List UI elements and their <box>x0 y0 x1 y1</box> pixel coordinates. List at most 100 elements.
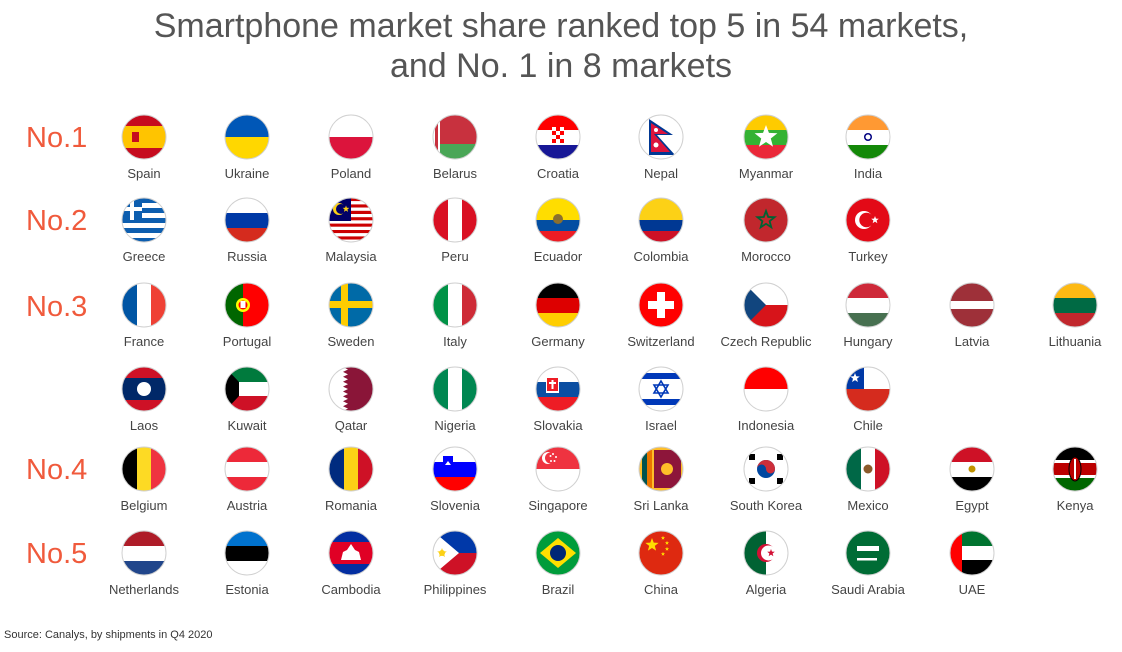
estonia-flag-icon <box>224 530 270 576</box>
market-name: Egypt <box>955 498 989 513</box>
market-slovenia: Slovenia <box>385 446 525 513</box>
market-name: Peru <box>441 249 469 264</box>
indonesia-flag-icon <box>743 366 789 412</box>
market-kenya: Kenya <box>1005 446 1122 513</box>
market-austria: Austria <box>177 446 317 513</box>
nepal-flag-icon <box>638 114 684 160</box>
market-name: France <box>123 334 165 349</box>
kenya-flag-icon <box>1052 446 1098 492</box>
laos-flag-icon <box>121 366 167 412</box>
ecuador-flag-icon <box>535 197 581 243</box>
market-name: Portugal <box>222 334 272 349</box>
market-name: Chile <box>853 418 883 433</box>
market-name: Qatar <box>334 418 368 433</box>
market-name: South Korea <box>729 498 803 513</box>
market-name: Laos <box>129 418 159 433</box>
market-south-korea: South Korea <box>696 446 836 513</box>
market-singapore: Singapore <box>488 446 628 513</box>
slovenia-flag-icon <box>432 446 478 492</box>
market-turkey: Turkey <box>798 197 938 264</box>
peru-flag-icon <box>432 197 478 243</box>
market-name: Singapore <box>528 498 588 513</box>
uae-flag-icon <box>949 530 995 576</box>
market-name: India <box>853 166 883 181</box>
market-myanmar: Myanmar <box>696 114 836 181</box>
market-sweden: Sweden <box>281 282 421 349</box>
market-name: Netherlands <box>108 582 180 597</box>
portugal-flag-icon <box>224 282 270 328</box>
market-estonia: Estonia <box>177 530 317 597</box>
market-name: Poland <box>330 166 372 181</box>
turkey-flag-icon <box>845 197 891 243</box>
brazil-flag-icon <box>535 530 581 576</box>
market-name: Lithuania <box>1048 334 1102 349</box>
title-line-1: Smartphone market share ranked top 5 in … <box>153 7 969 45</box>
market-name: Greece <box>122 249 166 264</box>
market-latvia: Latvia <box>902 282 1042 349</box>
market-switzerland: Switzerland <box>591 282 731 349</box>
slovakia-flag-icon <box>535 366 581 412</box>
market-name: Kuwait <box>227 418 267 433</box>
market-ecuador: Ecuador <box>488 197 628 264</box>
market-name: Estonia <box>225 582 269 597</box>
market-name: Slovakia <box>533 418 583 433</box>
market-czech-republic: Czech Republic <box>696 282 836 349</box>
italy-flag-icon <box>432 282 478 328</box>
market-name: UAE <box>958 582 986 597</box>
market-name: Ecuador <box>533 249 583 264</box>
market-poland: Poland <box>281 114 421 181</box>
market-name: Belgium <box>120 498 168 513</box>
market-italy: Italy <box>385 282 525 349</box>
morocco-flag-icon <box>743 197 789 243</box>
israel-flag-icon <box>638 366 684 412</box>
germany-flag-icon <box>535 282 581 328</box>
market-name: Turkey <box>848 249 888 264</box>
rank-label-no-4: No.4 <box>26 454 88 486</box>
myanmar-flag-icon <box>743 114 789 160</box>
hungary-flag-icon <box>845 282 891 328</box>
market-romania: Romania <box>281 446 421 513</box>
market-name: Sri Lanka <box>633 498 689 513</box>
market-name: Algeria <box>745 582 787 597</box>
market-algeria: Algeria <box>696 530 836 597</box>
market-nigeria: Nigeria <box>385 366 525 433</box>
market-name: Italy <box>443 334 467 349</box>
market-laos: Laos <box>74 366 214 433</box>
market-name: Nepal <box>644 166 678 181</box>
mexico-flag-icon <box>845 446 891 492</box>
market-nepal: Nepal <box>591 114 731 181</box>
market-name: Austria <box>226 498 268 513</box>
market-sri-lanka: Sri Lanka <box>591 446 731 513</box>
qatar-flag-icon <box>328 366 374 412</box>
market-name: Romania <box>324 498 378 513</box>
india-flag-icon <box>845 114 891 160</box>
market-name: Myanmar <box>738 166 794 181</box>
market-peru: Peru <box>385 197 525 264</box>
market-name: Belarus <box>432 166 478 181</box>
rank-label-no-3: No.3 <box>26 291 88 323</box>
market-name: Morocco <box>741 249 791 264</box>
market-name: Mexico <box>847 498 889 513</box>
market-name: Israel <box>645 418 677 433</box>
market-name: Colombia <box>633 249 689 264</box>
lithuania-flag-icon <box>1052 282 1098 328</box>
market-name: Croatia <box>537 166 579 181</box>
market-chile: Chile <box>798 366 938 433</box>
market-philippines: Philippines <box>385 530 525 597</box>
poland-flag-icon <box>328 114 374 160</box>
market-egypt: Egypt <box>902 446 1042 513</box>
market-name: Ukraine <box>224 166 270 181</box>
market-india: India <box>798 114 938 181</box>
market-france: France <box>74 282 214 349</box>
market-ukraine: Ukraine <box>177 114 317 181</box>
market-israel: Israel <box>591 366 731 433</box>
market-kuwait: Kuwait <box>177 366 317 433</box>
market-belgium: Belgium <box>74 446 214 513</box>
malaysia-flag-icon <box>328 197 374 243</box>
market-uae: UAE <box>902 530 1042 597</box>
market-china: China <box>591 530 731 597</box>
latvia-flag-icon <box>949 282 995 328</box>
market-name: Philippines <box>423 582 487 597</box>
market-name: China <box>644 582 678 597</box>
market-name: Kenya <box>1056 498 1094 513</box>
